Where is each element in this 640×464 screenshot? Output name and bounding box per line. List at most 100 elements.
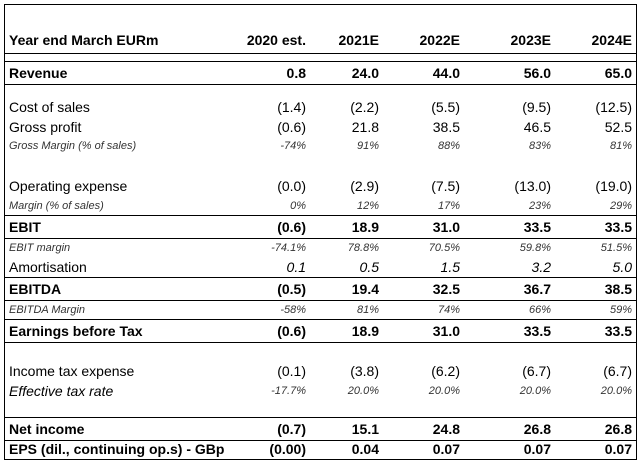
cell-value: 0.07 (432, 441, 460, 457)
table-row-net-income: Net income (0.7) 15.1 24.8 26.8 26.8 (5, 417, 636, 441)
cell-value: 24.0 (351, 65, 379, 81)
cell-value: 15.1 (351, 421, 379, 437)
row-label: Earnings before Tax (9, 323, 143, 339)
cell-value: 44.0 (432, 65, 460, 81)
cell-value: 0.07 (523, 441, 551, 457)
cell-value: 20.0% (519, 385, 551, 397)
cell-value: (0.7) (277, 421, 306, 437)
cell-value: 1.5 (440, 259, 460, 275)
table-row-earnings-before-tax: Earnings before Tax (0.6) 18.9 31.0 33.5… (5, 319, 636, 343)
cell-value: 17% (437, 200, 460, 212)
cell-value: 33.5 (523, 323, 551, 339)
cell-value: 0.1 (286, 259, 306, 275)
cell-value: 33.5 (604, 219, 632, 235)
cell-value: -74.1% (271, 242, 306, 254)
table-row-gross-margin: Gross Margin (% of sales) -74% 91% 88% 8… (5, 137, 636, 155)
cell-value: 0.07 (604, 441, 632, 457)
cell-value: (0.6) (277, 219, 306, 235)
cell-value: (6.2) (431, 363, 460, 379)
table-row-cost-of-sales: Cost of sales (1.4) (2.2) (5.5) (9.5) (1… (5, 97, 636, 117)
cell-value: 24.8 (432, 421, 460, 437)
cell-value: 5.0 (612, 259, 632, 275)
table-row-revenue: Revenue 0.8 24.0 44.0 56.0 65.0 (5, 61, 636, 85)
cell-value: (0.6) (277, 119, 306, 135)
financial-table: Year end March EURm 2020 est. 2021E 2022… (4, 4, 637, 460)
row-label: Gross Margin (% of sales) (9, 140, 137, 152)
cell-value: (3.8) (350, 363, 379, 379)
cell-value: 52.5 (604, 119, 632, 135)
cell-value: 83% (528, 140, 551, 152)
cell-value: 74% (437, 304, 460, 316)
cell-value: (13.0) (514, 178, 551, 194)
row-label: EBIT (9, 219, 41, 235)
row-label: Net income (9, 421, 85, 437)
cell-value: 18.9 (351, 323, 379, 339)
cell-value: 56.0 (523, 65, 551, 81)
cell-value: 78.8% (347, 242, 379, 254)
row-label: Margin (% of sales) (9, 200, 104, 212)
cell-value: 20.0% (347, 385, 379, 397)
cell-value: 51.5% (600, 242, 632, 254)
cell-value: 36.7 (523, 281, 551, 297)
row-label: EBITDA (9, 281, 62, 297)
table-row-ebitda-margin: EBITDA Margin -58% 81% 74% 66% 59% (5, 301, 636, 319)
cell-value: 31.0 (432, 219, 460, 235)
cell-value: 65.0 (604, 65, 632, 81)
cell-value: 12% (356, 200, 379, 212)
cell-value: (0.00) (269, 441, 306, 457)
year-header: 2023E (510, 32, 551, 48)
cell-value: 88% (437, 140, 460, 152)
cell-value: (2.2) (350, 99, 379, 115)
table-row-ebitda: EBITDA (0.5) 19.4 32.5 36.7 38.5 (5, 277, 636, 301)
cell-value: 31.0 (432, 323, 460, 339)
row-label: Gross profit (9, 119, 82, 135)
row-label: EBITDA Margin (9, 304, 86, 316)
table-row-effective-tax-rate: Effective tax rate -17.7% 20.0% 20.0% 20… (5, 381, 636, 401)
cell-value: 33.5 (604, 323, 632, 339)
cell-value: (0.5) (277, 281, 306, 297)
cell-value: 26.8 (604, 421, 632, 437)
cell-value: 0% (290, 200, 306, 212)
table-row-ebit: EBIT (0.6) 18.9 31.0 33.5 33.5 (5, 215, 636, 239)
cell-value: (9.5) (522, 99, 551, 115)
cell-value: 38.5 (604, 281, 632, 297)
cell-value: (7.5) (431, 178, 460, 194)
cell-value: 20.0% (428, 385, 460, 397)
cell-value: (12.5) (595, 99, 632, 115)
year-header: 2021E (338, 32, 379, 48)
cell-value: 91% (356, 140, 379, 152)
cell-value: 26.8 (523, 421, 551, 437)
cell-value: 19.4 (351, 281, 379, 297)
cell-value: 0.04 (351, 441, 379, 457)
header-label: Year end March EURm (9, 32, 159, 48)
cell-value: (6.7) (522, 363, 551, 379)
cell-value: 59% (609, 304, 632, 316)
cell-value: (19.0) (595, 178, 632, 194)
cell-value: 81% (356, 304, 379, 316)
cell-value: 33.5 (523, 219, 551, 235)
cell-value: 59.8% (519, 242, 551, 254)
cell-value: -74% (280, 140, 306, 152)
cell-value: -58% (280, 304, 306, 316)
row-label: Amortisation (9, 259, 87, 275)
row-label: Income tax expense (9, 363, 135, 379)
header-row: Year end March EURm 2020 est. 2021E 2022… (5, 5, 636, 54)
cell-value: 32.5 (432, 281, 460, 297)
cell-value: 21.8 (351, 119, 379, 135)
table-row-gross-profit: Gross profit (0.6) 21.8 38.5 46.5 52.5 (5, 117, 636, 137)
cell-value: 0.8 (286, 65, 306, 81)
cell-value: 29% (609, 200, 632, 212)
row-label: Operating expense (9, 178, 128, 194)
year-header: 2022E (419, 32, 460, 48)
cell-value: 66% (528, 304, 551, 316)
table-row-income-tax: Income tax expense (0.1) (3.8) (6.2) (6.… (5, 361, 636, 381)
table-row-operating-expense: Operating expense (0.0) (2.9) (7.5) (13.… (5, 175, 636, 197)
row-label: EBIT margin (9, 242, 71, 254)
table-row-margin: Margin (% of sales) 0% 12% 17% 23% 29% (5, 197, 636, 215)
table-row-eps: EPS (dil., continuing op.s) - GBp (0.00)… (5, 439, 636, 459)
cell-value: -17.7% (271, 385, 306, 397)
cell-value: 18.9 (351, 219, 379, 235)
cell-value: (2.9) (350, 178, 379, 194)
cell-value: (0.6) (277, 323, 306, 339)
cell-value: 3.2 (531, 259, 551, 275)
